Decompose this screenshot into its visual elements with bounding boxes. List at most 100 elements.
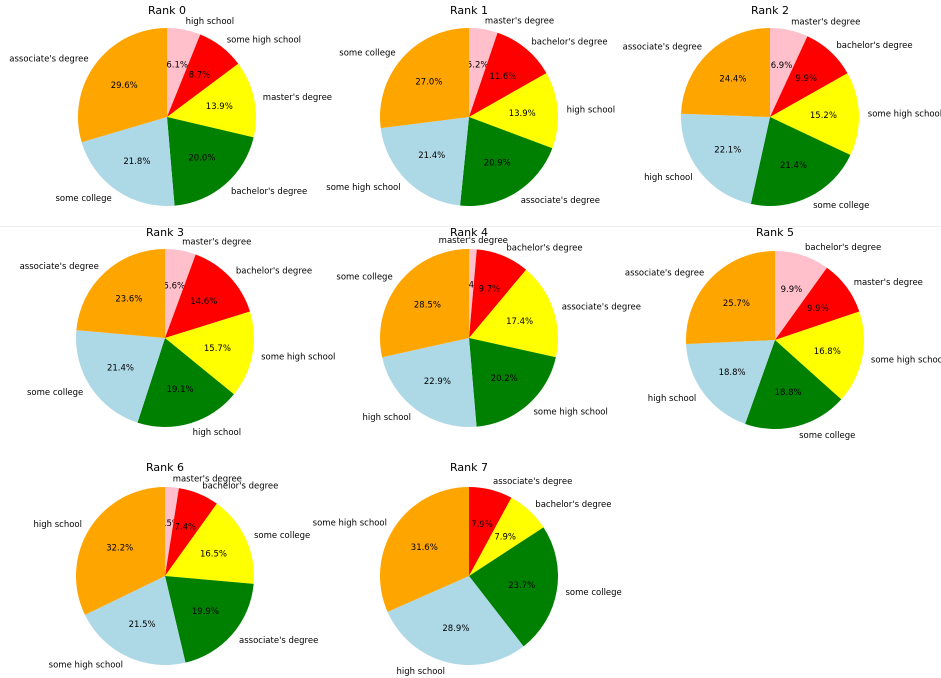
slice-value-label: 6.1% (166, 61, 188, 71)
chart-title: Rank 0 (148, 4, 186, 17)
slice-value-label: 28.5% (414, 301, 441, 311)
slice-value-label: 27.0% (415, 78, 442, 88)
pie-slice-master-s-degree (469, 248, 477, 338)
pie-slice-high-school (681, 113, 770, 204)
pie-chart-3: Rank 3 5.6% master's degree 14.6% bachelor's… (20, 226, 336, 438)
slice-value-label: 25.7% (723, 299, 750, 309)
slice-category-label: master's degree (791, 17, 860, 27)
chart-title: Rank 6 (146, 461, 184, 474)
slice-category-label: some college (336, 273, 392, 283)
pie-slice-associate-s-degree (469, 487, 512, 576)
slice-category-label: bachelor's degree (236, 267, 312, 277)
slice-value-label: 31.6% (411, 543, 438, 553)
pie-slice-some-college (750, 117, 851, 206)
slice-category-label: high school (363, 413, 412, 423)
slice-value-label: 19.1% (167, 385, 194, 395)
slice-value-label: 8.7% (189, 71, 211, 81)
slice-category-label: master's degree (485, 16, 554, 26)
pie-slice-master-s-degree (775, 267, 860, 340)
slice-category-label: some high school (313, 519, 387, 529)
slice-value-label: 19.9% (192, 607, 219, 617)
slice-category-label: master's degree (854, 278, 923, 288)
pie-slice-some-high-school (775, 311, 865, 400)
pie-slice-associate-s-degree (460, 117, 553, 206)
pie-chart-6: Rank 6 2.5% master's degree 7.4% bachelor's … (34, 461, 319, 671)
slice-category-label: associate's degree (493, 477, 572, 487)
pie-slice-some-high-school (770, 73, 859, 156)
pie-slice-bachelor-s-degree (469, 249, 527, 338)
slice-category-label: associate's degree (521, 196, 600, 206)
pie-slice-bachelor-s-degree (167, 117, 254, 206)
pie-slice-some-college (75, 330, 165, 423)
chart-title: Rank 7 (450, 461, 488, 474)
pie-slice-bachelor-s-degree (469, 497, 544, 576)
pie-slice-high-school (686, 340, 775, 424)
pie-chart-0: Rank 0 6.1% high school 8.7% some high schoo… (9, 4, 332, 206)
slice-value-label: 22.9% (424, 377, 451, 387)
slice-value-label: 13.9% (206, 102, 233, 112)
slice-category-label: high school (397, 667, 446, 677)
slice-value-label: 2.5% (158, 519, 180, 529)
slice-value-label: 20.2% (491, 374, 518, 384)
slice-category-label: some high school (534, 408, 608, 418)
slice-value-label: 32.2% (106, 544, 133, 554)
pie-slice-some-high-school (84, 576, 186, 666)
pie-slice-high-school (167, 28, 201, 117)
slice-category-label: some high school (227, 35, 301, 45)
pie-slice-high-school (387, 576, 524, 666)
pie-slice-some-high-school (165, 311, 254, 395)
slice-value-label: 28.9% (442, 624, 469, 634)
slice-category-label: some high school (49, 661, 123, 671)
slice-value-label: 13.9% (509, 109, 536, 119)
slice-category-label: bachelor's degree (202, 481, 278, 491)
pie-slice-master-s-degree (167, 63, 256, 138)
slice-value-label: 5.6% (163, 281, 185, 291)
slice-category-label: some college (339, 48, 395, 58)
pie-chart-2: Rank 2 6.9% master's degree 9.9% bachelor's … (623, 4, 941, 211)
slice-category-label: high school (648, 394, 697, 404)
pie-slice-high-school (469, 73, 558, 149)
pie-slice-bachelor-s-degree (165, 488, 217, 576)
slice-category-label: high school (193, 428, 242, 438)
slice-category-label: master's degree (263, 93, 332, 103)
slice-category-label: some college (799, 431, 855, 441)
slice-value-label: 20.9% (484, 158, 511, 168)
pie-slice-some-college (165, 503, 255, 584)
slice-value-label: 21.5% (129, 620, 156, 630)
slice-category-label: high school (186, 17, 235, 27)
slice-category-label: master's degree (182, 238, 251, 248)
slice-category-label: high school (34, 520, 83, 530)
pie-slice-master-s-degree (469, 28, 498, 117)
pie-slice-associate-s-degree (681, 28, 770, 117)
chart-title: Rank 2 (751, 4, 789, 17)
chart-title: Rank 1 (450, 4, 488, 17)
slice-value-label: 7.9% (471, 520, 493, 530)
slice-value-label: 23.6% (115, 295, 142, 305)
pie-slice-bachelor-s-degree (770, 36, 848, 117)
slice-value-label: 1.4% (460, 281, 482, 291)
slice-category-label: bachelor's degree (506, 244, 582, 254)
slice-value-label: 9.9% (795, 74, 817, 84)
slice-category-label: associate's degree (625, 268, 704, 278)
slice-value-label: 9.9% (807, 304, 829, 314)
slice-value-label: 5.2% (467, 60, 489, 70)
slice-value-label: 21.4% (418, 151, 445, 161)
pie-chart-7: Rank 7 7.9% associate's degree 7.9% bachelor… (313, 461, 622, 677)
pie-slice-associate-s-degree (76, 249, 165, 338)
slice-value-label: 29.6% (111, 81, 138, 91)
slice-value-label: 22.1% (714, 146, 741, 156)
slice-category-label: some college (254, 531, 310, 541)
pie-slice-some-high-school (380, 117, 469, 206)
slice-category-label: some high school (871, 356, 941, 366)
slice-category-label: some high school (868, 110, 941, 120)
chart-title: Rank 5 (756, 226, 794, 239)
pie-slice-some-college (81, 117, 175, 206)
pie-slice-associate-s-degree (165, 576, 254, 663)
slice-value-label: 21.8% (123, 157, 150, 167)
slice-value-label: 16.5% (200, 550, 227, 560)
pie-slice-associate-s-degree (685, 251, 775, 345)
slice-category-label: bachelor's degree (535, 500, 611, 510)
pie-slice-high-school (137, 338, 234, 427)
slice-category-label: associate's degree (623, 43, 702, 53)
pie-slice-some-college (469, 527, 558, 647)
